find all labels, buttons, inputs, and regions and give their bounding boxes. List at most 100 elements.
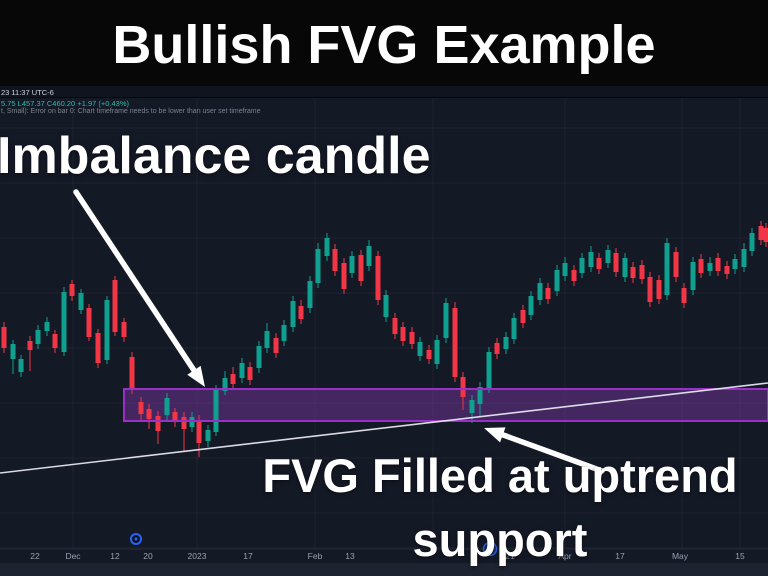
candle-body <box>298 306 304 319</box>
candle-body <box>664 243 670 295</box>
candle-body <box>129 357 135 389</box>
x-axis-label: 2023 <box>187 551 207 561</box>
candle-body <box>196 420 202 443</box>
candle-body <box>239 363 245 378</box>
candle-body <box>256 346 262 368</box>
candle-body <box>27 341 33 350</box>
candle-body <box>78 293 84 310</box>
candle-body <box>503 337 509 349</box>
candle-body <box>528 296 534 315</box>
candle-body <box>647 277 653 302</box>
candle-body <box>511 318 517 339</box>
x-axis-label: May <box>671 551 689 561</box>
candle-body <box>375 256 381 300</box>
timeline-event-marker-dot-icon <box>134 537 138 541</box>
candle-body <box>264 331 270 348</box>
candle-body <box>562 263 568 276</box>
chart-toolbar-strip <box>0 86 768 98</box>
candle-body <box>690 262 696 290</box>
candle-body <box>545 288 551 299</box>
candle-body <box>222 378 228 391</box>
candle-body <box>417 342 423 356</box>
candle-body <box>715 258 721 271</box>
chart-background <box>0 86 768 576</box>
candle-body <box>138 402 144 414</box>
bottom-strip <box>0 563 768 576</box>
candle-body <box>146 409 152 419</box>
candle-body <box>639 265 645 279</box>
candle-body <box>426 350 432 359</box>
x-axis-label: 17 <box>243 551 253 561</box>
indicator-error-text: t, Small): Error on bar 0: Chart timefra… <box>1 108 261 115</box>
imbalance-arrow-head-icon <box>187 365 205 387</box>
candle-body <box>707 263 713 271</box>
candle-body <box>409 332 415 344</box>
candle-body <box>698 259 704 273</box>
x-axis-label: Apr <box>558 551 572 561</box>
candle-body <box>324 238 330 256</box>
candle-body <box>741 249 747 267</box>
candle-body <box>332 249 338 271</box>
candle-body <box>732 259 738 269</box>
x-axis-label: 15 <box>735 551 745 561</box>
candle-body <box>181 417 187 429</box>
candle-body <box>69 284 75 296</box>
candle-body <box>469 400 475 413</box>
candle-body <box>681 288 687 303</box>
candle-body <box>213 390 219 432</box>
candle-body <box>44 322 50 331</box>
candle-body <box>537 283 543 300</box>
candle-body <box>520 310 526 323</box>
candle-body <box>35 330 41 344</box>
candle-body <box>400 327 406 341</box>
candle-body <box>477 387 483 404</box>
chart-datetime-text: 23 11:37 UTC-6 <box>1 88 54 97</box>
candle-body <box>18 359 24 372</box>
candle-body <box>383 295 389 317</box>
candle-body <box>52 334 58 348</box>
candle-body <box>104 300 110 360</box>
x-axis-label: 13 <box>345 551 355 561</box>
fvg-zone-rectangle[interactable] <box>124 389 768 421</box>
fvg-filled-label: FVG Filled at uptrend support <box>220 444 768 572</box>
candle-body <box>315 249 321 283</box>
candle-body <box>112 280 118 332</box>
candle-body <box>307 281 313 308</box>
timeline-event-marker-icon[interactable] <box>482 541 498 557</box>
candle-body <box>10 344 16 359</box>
uptrend-support-line[interactable] <box>0 382 768 474</box>
candle-body <box>61 292 67 352</box>
candle-body <box>95 333 101 363</box>
imbalance-candle-label: Imbalance candle <box>0 127 431 185</box>
candle-body <box>349 256 355 273</box>
candle-body <box>358 255 364 281</box>
candle-body <box>460 377 466 397</box>
candle-body <box>172 412 178 422</box>
candle-body <box>605 250 611 263</box>
candle-body <box>613 253 619 272</box>
candle-body <box>749 233 755 251</box>
candle-body <box>763 228 768 242</box>
candle-body <box>494 343 500 354</box>
fvg-fill-arrow-head-icon <box>484 427 506 443</box>
x-axis-label: Dec <box>65 551 81 561</box>
candle-body <box>164 398 170 415</box>
candle-body <box>1 327 7 348</box>
candle-body <box>366 246 372 266</box>
candle-body <box>724 266 730 274</box>
candle-body <box>86 308 92 337</box>
candle-body <box>596 258 602 269</box>
x-axis-label: Feb <box>307 551 323 561</box>
candle-body <box>758 226 764 240</box>
fvg-filled-label-line2: support <box>412 513 588 566</box>
candle-body <box>452 308 458 377</box>
candle-body <box>443 303 449 338</box>
title-bar: Bullish FVG Example <box>0 0 768 86</box>
x-axis-label: 17 <box>615 551 625 561</box>
candle-body <box>281 325 287 341</box>
x-axis-label: 12 <box>110 551 120 561</box>
candle-body <box>247 367 253 380</box>
x-axis-label: 22 <box>30 551 40 561</box>
candle-body <box>554 270 560 291</box>
